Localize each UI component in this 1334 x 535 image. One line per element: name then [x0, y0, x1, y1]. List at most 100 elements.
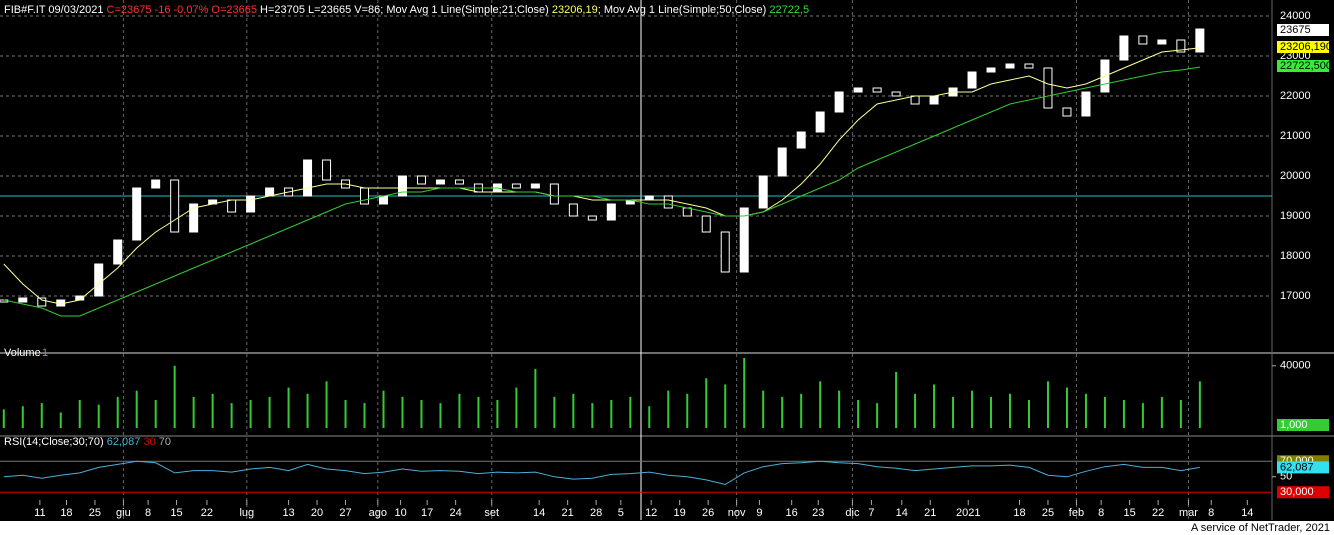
volume-bar: [287, 387, 290, 428]
x-tick-label: ago: [369, 507, 387, 519]
volume-bar: [135, 390, 138, 428]
candle-body: [891, 91, 901, 97]
candle-body: [1138, 35, 1148, 45]
candle-body: [132, 187, 142, 241]
candle-body: [113, 239, 123, 265]
x-tick-label: 26: [702, 507, 714, 519]
x-tick-label: 23: [812, 507, 824, 519]
value-box: [1277, 419, 1329, 431]
candle-body: [435, 179, 445, 185]
x-tick-label: 24: [450, 507, 462, 519]
candle-body: [303, 159, 313, 197]
candle-body: [910, 95, 920, 105]
candle-body: [587, 215, 597, 221]
candle-body: [322, 159, 332, 181]
x-tick-label: 21: [562, 507, 574, 519]
volume-bar: [458, 393, 461, 428]
y-tick-label: 18000: [1280, 250, 1311, 262]
candle-body: [796, 131, 806, 149]
volume-bar: [306, 393, 309, 428]
x-tick-label: 20: [311, 507, 323, 519]
value-label: 1,000: [1280, 419, 1308, 431]
volume-bar: [116, 396, 119, 428]
volume-bar: [1065, 387, 1068, 428]
panel-value: 62,087: [107, 436, 141, 448]
value-box: [1277, 60, 1329, 72]
y-tick-label: 20000: [1280, 170, 1311, 182]
x-tick-label: dic: [845, 507, 860, 519]
volume-bar: [173, 365, 176, 428]
candle-body: [1005, 63, 1015, 69]
x-tick-label: 19: [674, 507, 686, 519]
volume-bar: [249, 400, 252, 428]
x-tick-label: 22: [1152, 507, 1164, 519]
volume-bar: [1009, 393, 1012, 428]
volume-bar: [211, 393, 214, 428]
volume-bar: [1027, 400, 1030, 428]
candle-body: [1081, 91, 1091, 117]
panel-title-text: RSI(14;Close;30;70): [4, 436, 104, 448]
candle-body: [1157, 39, 1167, 45]
y-tick-label: 19000: [1280, 210, 1311, 222]
volume-bar: [97, 404, 100, 428]
candle-body: [265, 187, 275, 197]
x-tick-label: 11: [34, 507, 45, 519]
candle-body: [929, 95, 939, 105]
title-segment: 23206,19: [551, 4, 598, 16]
level-text: 70: [159, 436, 171, 448]
volume-bar: [1084, 393, 1087, 428]
volume-bar: [819, 381, 822, 428]
volume-bar: [439, 403, 442, 428]
candle-body: [1176, 39, 1186, 53]
y-tick-label: 21000: [1280, 130, 1311, 142]
x-tick-label: nov: [728, 507, 746, 519]
moving-average: [3, 47, 1200, 305]
volume-bar: [477, 396, 480, 428]
candle-body: [1119, 35, 1129, 61]
x-tick-label: 8: [1098, 507, 1104, 519]
volume-bar: [344, 400, 347, 428]
candle-body: [853, 87, 863, 93]
x-tick-label: 18: [60, 507, 72, 519]
candle-body: [549, 183, 559, 205]
candle-body: [606, 203, 616, 221]
x-tick-label: lug: [239, 507, 254, 519]
candle-body: [246, 195, 256, 213]
volume-bar: [1160, 396, 1163, 428]
candle-body: [189, 203, 199, 233]
volume-bar: [990, 396, 993, 428]
candle-body: [397, 175, 407, 197]
volume-bar: [382, 390, 385, 428]
volume-bar: [1046, 381, 1049, 428]
x-tick-label: 27: [339, 507, 351, 519]
title-segment: H=23705 L=23665 V=86; Mov Avg 1 Line(Sim…: [256, 4, 552, 16]
value-box: [1277, 486, 1329, 499]
candle-body: [18, 297, 28, 303]
title-segment: 22722,5: [769, 4, 810, 16]
volume-bar: [21, 406, 24, 428]
volume-bar: [572, 393, 575, 428]
candle-body: [644, 195, 654, 201]
footer: A service of NetTrader, 2021: [1191, 522, 1330, 534]
panel-title: RSI(14;Close;30;70) 62,087 30 70: [4, 436, 171, 448]
x-tick-label: 5: [618, 507, 624, 519]
volume-bar: [686, 393, 689, 428]
volume-bar: [401, 396, 404, 428]
candle-body: [1043, 67, 1053, 109]
value-label: 30,000: [1280, 486, 1314, 498]
x-tick-label: 2021: [956, 507, 980, 519]
volume-bar: [78, 400, 81, 428]
candle-body: [530, 183, 540, 189]
x-tick-label: mar: [1179, 507, 1198, 519]
x-tick-label: 17: [421, 507, 433, 519]
footer-bar: [0, 521, 1334, 535]
candle-body: [986, 67, 996, 73]
candle-body: [834, 91, 844, 113]
volume-bar: [800, 393, 803, 428]
volume-bar: [1198, 381, 1201, 428]
x-tick-label: 18: [1013, 507, 1025, 519]
y-tick-label: 17000: [1280, 290, 1311, 302]
